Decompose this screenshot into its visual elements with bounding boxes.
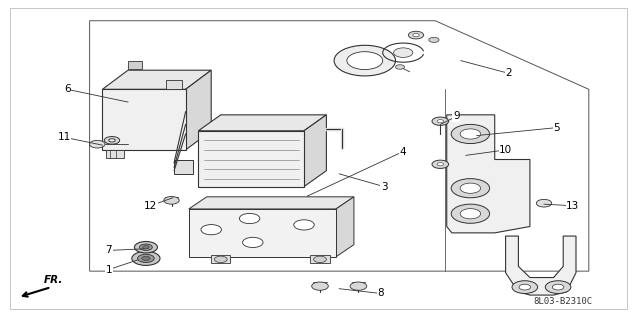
Text: 6: 6 [64, 84, 70, 94]
Polygon shape [304, 115, 326, 187]
Circle shape [396, 65, 404, 69]
Text: 3: 3 [381, 182, 387, 192]
Text: 12: 12 [144, 201, 157, 211]
Circle shape [437, 163, 444, 166]
Text: 8: 8 [378, 288, 384, 299]
Circle shape [394, 48, 413, 57]
Text: 7: 7 [106, 245, 112, 256]
Polygon shape [506, 236, 576, 295]
Polygon shape [336, 197, 354, 257]
Circle shape [109, 139, 115, 142]
Circle shape [432, 160, 449, 168]
Bar [198, 131, 304, 187]
Circle shape [536, 199, 552, 207]
Text: 4: 4 [400, 146, 406, 157]
Bar [211, 255, 230, 263]
Bar [128, 61, 142, 69]
Circle shape [429, 37, 439, 42]
Polygon shape [102, 70, 211, 89]
Polygon shape [447, 115, 530, 233]
Circle shape [312, 282, 328, 290]
Circle shape [350, 282, 367, 290]
Text: FR.: FR. [44, 275, 63, 285]
Text: 13: 13 [566, 201, 579, 211]
Circle shape [140, 244, 152, 250]
Text: 10: 10 [499, 145, 512, 155]
Circle shape [334, 45, 396, 76]
Circle shape [413, 33, 419, 37]
Text: 1: 1 [106, 264, 112, 275]
Polygon shape [198, 115, 326, 131]
Bar [106, 150, 124, 158]
Text: 2: 2 [506, 68, 512, 78]
Bar [174, 160, 193, 174]
Circle shape [294, 220, 314, 230]
Circle shape [143, 246, 149, 249]
Circle shape [512, 281, 538, 293]
Circle shape [519, 284, 531, 290]
Circle shape [138, 254, 154, 263]
Text: 8L03-B2310C: 8L03-B2310C [534, 297, 593, 306]
Bar [310, 255, 330, 263]
Circle shape [90, 140, 105, 148]
Circle shape [132, 251, 160, 265]
Circle shape [104, 137, 120, 144]
Circle shape [460, 209, 481, 219]
Circle shape [460, 129, 481, 139]
Polygon shape [186, 70, 211, 150]
Circle shape [408, 31, 424, 39]
Circle shape [243, 237, 263, 248]
Circle shape [552, 284, 564, 290]
Circle shape [437, 120, 444, 123]
Bar [166, 80, 182, 89]
Circle shape [545, 281, 571, 293]
Circle shape [451, 124, 490, 144]
Bar [102, 89, 186, 150]
Circle shape [142, 256, 150, 260]
Circle shape [239, 213, 260, 224]
Circle shape [347, 52, 383, 70]
Circle shape [134, 241, 157, 253]
Circle shape [451, 204, 490, 223]
Circle shape [432, 117, 449, 125]
Circle shape [451, 179, 490, 198]
Bar [189, 209, 336, 257]
Text: 5: 5 [554, 122, 560, 133]
Circle shape [164, 197, 179, 204]
Circle shape [460, 183, 481, 193]
Text: 11: 11 [58, 132, 70, 142]
Circle shape [214, 256, 227, 263]
Circle shape [314, 256, 326, 263]
Circle shape [201, 225, 221, 235]
Polygon shape [189, 197, 354, 209]
Text: 9: 9 [453, 111, 460, 122]
